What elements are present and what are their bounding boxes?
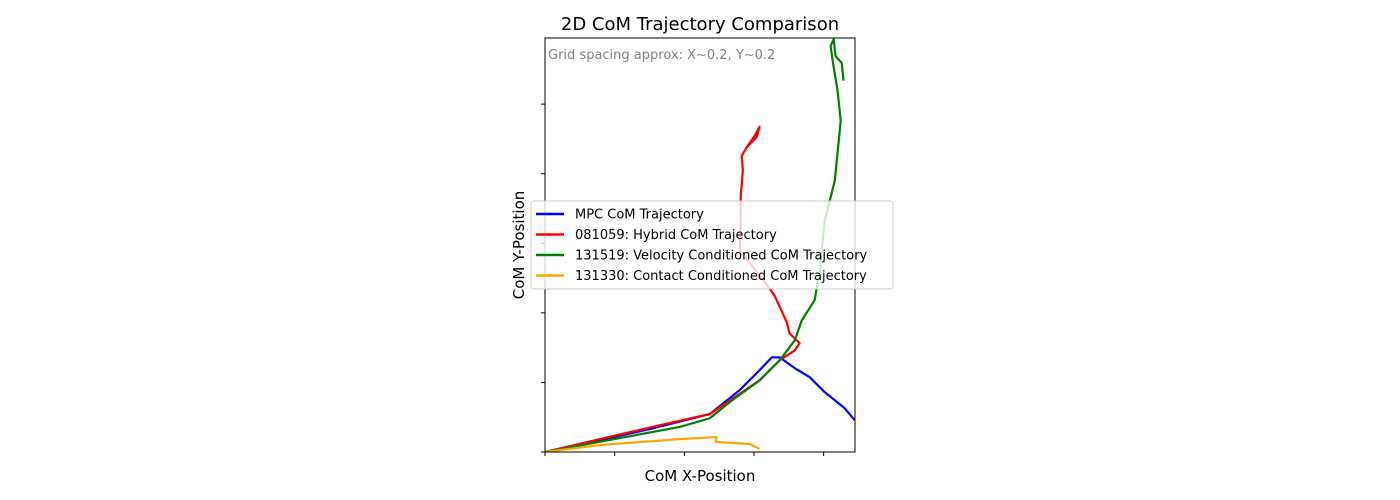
legend-box bbox=[530, 200, 894, 290]
legend-label: 131330: Contact Conditioned CoM Trajecto… bbox=[575, 269, 867, 284]
legend-label: 081059: Hybrid CoM Trajectory bbox=[575, 228, 777, 243]
chart-title: 2D CoM Trajectory Comparison bbox=[561, 14, 839, 35]
line-series bbox=[545, 125, 801, 452]
legend-label: 131519: Velocity Conditioned CoM Traject… bbox=[575, 249, 868, 264]
line-series bbox=[545, 356, 855, 452]
annotation: Grid spacing approx: X~0.2, Y~0.2 bbox=[548, 48, 775, 63]
line-series bbox=[545, 435, 761, 452]
y-axis-label: CoM Y-Position bbox=[510, 191, 528, 300]
legend-label: MPC CoM Trajectory bbox=[575, 208, 704, 223]
x-axis-label: CoM X-Position bbox=[645, 467, 756, 485]
legend: MPC CoM Trajectory 081059: Hybrid CoM Tra… bbox=[530, 200, 894, 290]
